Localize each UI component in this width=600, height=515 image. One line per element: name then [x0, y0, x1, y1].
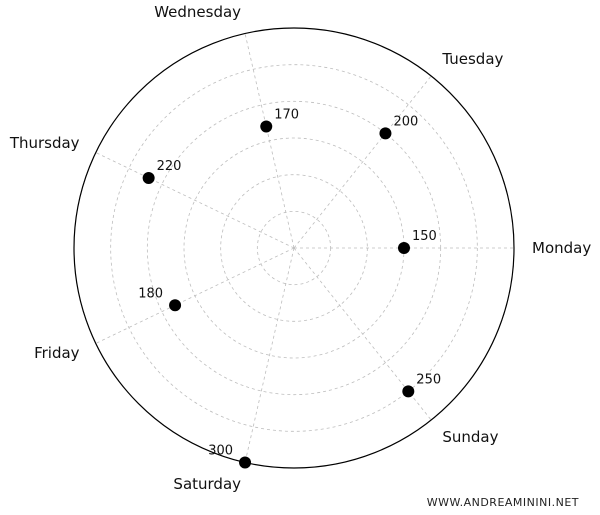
angular-tick-label: Saturday: [173, 475, 241, 493]
angular-tick-label: Sunday: [442, 428, 498, 446]
data-point: [402, 385, 415, 398]
angular-tick-label: Thursday: [9, 134, 80, 152]
angular-gridline: [293, 247, 432, 421]
angular-tick-label: Tuesday: [441, 50, 503, 68]
radial-gridline: [110, 64, 478, 432]
data-label: 220: [157, 159, 182, 174]
data-label: 250: [416, 372, 441, 387]
polar-frame: [73, 27, 515, 469]
angular-tick-label: Friday: [34, 344, 80, 362]
data-point: [239, 456, 252, 469]
angular-gridline: [293, 75, 432, 249]
data-label: 180: [138, 286, 163, 301]
data-point: [142, 172, 155, 185]
data-points: [142, 120, 415, 469]
data-point: [169, 299, 182, 312]
data-point: [398, 242, 410, 254]
angular-tick-label: Wednesday: [154, 3, 241, 21]
data-label: 150: [412, 229, 437, 244]
data-labels: 150 200 170 220 180 300 250: [138, 107, 441, 458]
data-label: 200: [393, 114, 418, 129]
data-label: 300: [208, 443, 233, 458]
angular-tick-label: Monday: [532, 239, 591, 257]
data-point: [379, 127, 392, 140]
polar-grid: [73, 27, 515, 469]
angular-gridline: [244, 247, 295, 463]
angular-gridline: [244, 33, 295, 249]
watermark: WWW.ANDREAMININI.NET: [426, 496, 579, 509]
angular-gridline: [95, 247, 295, 344]
data-label: 170: [274, 107, 299, 122]
angular-tick-labels: Monday Tuesday Wednesday Thursday Friday Satu…: [9, 3, 592, 493]
angular-gridline: [95, 152, 295, 249]
data-point: [260, 120, 273, 133]
